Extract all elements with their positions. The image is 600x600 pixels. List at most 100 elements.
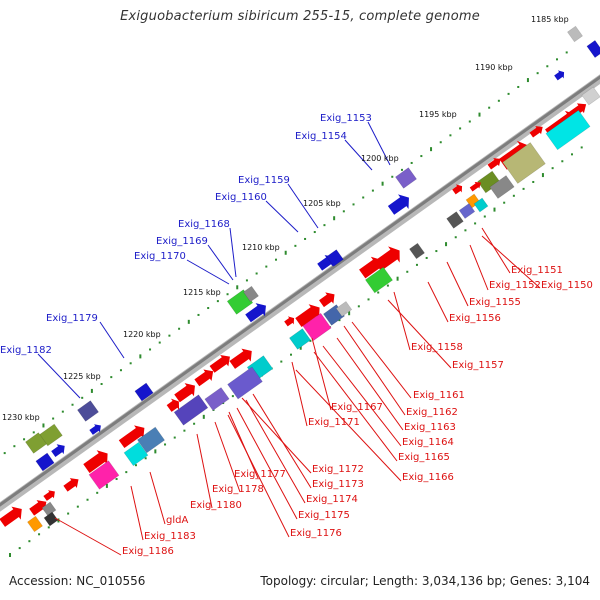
scale-tick [294,244,297,247]
scale-tick [342,210,345,213]
gene-label[interactable]: Exig_1153 [320,113,372,124]
scale-tick [522,187,525,190]
scale-label: 1185 kbp [531,15,569,24]
gene-feature [469,182,481,192]
callout-line [214,421,241,493]
gene-label[interactable]: Exig_1170 [134,251,186,262]
callout-line [295,369,402,482]
scale-tick [497,99,500,102]
gene-feature [452,184,463,195]
gene-label[interactable]: Exig_1162 [406,407,458,418]
scale-tick [47,526,50,529]
scale-tick [96,491,99,494]
gene-label[interactable]: Exig_1158 [411,342,463,353]
gene-label[interactable]: Exig_1173 [312,479,364,490]
gene-label[interactable]: Exig_1166 [402,472,454,483]
gene-arrow [43,490,55,501]
gene-feature [123,441,149,467]
gene-label[interactable]: Exig_1163 [404,422,456,433]
scale-tick [551,167,554,170]
gene-label[interactable]: Exig_1176 [290,528,342,539]
gene-label[interactable]: Exig_1182 [0,345,52,356]
gene-label[interactable]: gldA [166,515,188,526]
scale-tick [512,194,515,197]
callout-line [149,471,166,525]
gene-feature [166,398,180,412]
gene-box [502,142,546,184]
gene-arrow [83,450,108,473]
scale-tick [410,161,413,164]
gene-arrow [359,256,382,279]
scale-tick [439,141,442,144]
gene-label[interactable]: Exig_1152 [489,280,541,291]
scale-tick [168,334,171,337]
gene-features [0,25,600,533]
gene-label[interactable]: Exig_1174 [306,494,358,505]
gene-box [289,328,311,350]
gene-box [227,366,263,400]
gene-box [458,203,476,219]
gene-label[interactable]: Exig_1175 [298,510,350,521]
scale-tick [28,540,31,543]
scale-tick [81,396,84,399]
backbone [0,74,600,512]
gene-label[interactable]: Exig_1156 [449,313,501,324]
gene-label[interactable]: Exig_1151 [511,265,563,276]
gene-feature [487,158,501,170]
gene-label[interactable]: Exig_1161 [413,390,465,401]
gene-label[interactable]: Exig_1160 [215,192,267,203]
callout-line [287,183,319,229]
scale-tick [71,403,74,406]
gene-feature [43,490,55,501]
scale-tick [377,291,380,294]
gene-label[interactable]: Exig_1155 [469,297,521,308]
scale-tick [449,134,452,137]
scale-tick [290,353,293,356]
scale-tick [299,345,302,350]
gene-label[interactable]: Exig_1183 [144,531,196,542]
gene-label[interactable]: Exig_1171 [308,417,360,428]
genome-summary-text: Topology: circular; Length: 3,034,136 bp… [260,574,590,588]
scale-tick [193,422,196,425]
gene-arrow [0,506,22,527]
gene-arrow [529,126,543,138]
gene-box [586,39,600,59]
scale-tick [507,92,510,95]
gene-feature [529,126,543,138]
gene-arrow [29,500,47,516]
gene-label[interactable]: Exig_1179 [46,313,98,324]
callout-line [99,321,125,359]
gene-label[interactable]: Exig_1159 [238,175,290,186]
callout-line [387,299,452,369]
gene-label[interactable]: Exig_1178 [212,484,264,495]
gene-label[interactable]: Exig_1186 [122,546,174,557]
gene-box [395,167,417,189]
scale-tick [149,348,152,351]
scale-label: 1230 kbp [2,413,40,422]
scale-tick [391,175,394,178]
gene-feature [43,511,59,527]
gene-arrow [229,348,252,369]
gene-label[interactable]: Exig_1150 [541,280,593,291]
gene-label[interactable]: Exig_1165 [398,452,450,463]
scale-tick [207,307,210,310]
gene-label[interactable]: Exig_1177 [234,469,286,480]
gene-label[interactable]: Exig_1154 [295,131,347,142]
callout-line [207,244,234,281]
gene-feature [35,452,55,472]
scale-tick [178,327,181,330]
scale-tick [536,72,539,75]
gene-label[interactable]: Exig_1167 [331,402,383,413]
gene-label[interactable]: Exig_1169 [156,236,208,247]
gene-label[interactable]: Exig_1157 [452,360,504,371]
scale-tick [348,311,351,316]
gene-label[interactable]: Exig_1180 [190,500,242,511]
gene-feature [118,425,145,449]
gene-label[interactable]: Exig_1168 [178,219,230,230]
gene-label[interactable]: Exig_1164 [402,437,454,448]
callout-line [236,407,298,520]
gene-label[interactable]: Exig_1172 [312,464,364,475]
scale-tick [580,146,583,149]
scale-labels: 1185 kbp 1190 kbp 1195 kbp 1200 kbp 1205… [2,15,569,422]
scale-tick [115,478,118,481]
